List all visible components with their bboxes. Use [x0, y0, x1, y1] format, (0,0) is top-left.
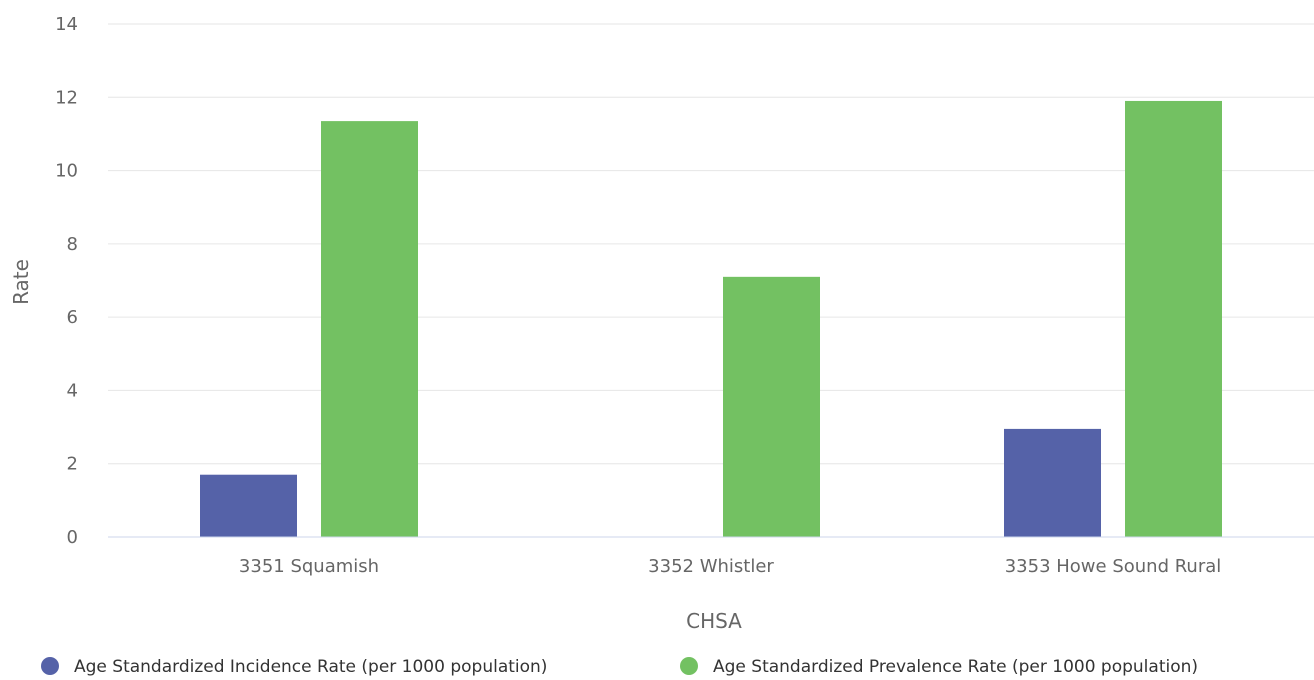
bar-prevalence-3[interactable]: [1125, 100, 1222, 537]
y-tick-label: 12: [55, 87, 78, 108]
x-tick-label: 3352 Whistler: [648, 556, 774, 577]
y-tick-label: 0: [67, 527, 78, 548]
legend-label: Age Standardized Prevalence Rate (per 10…: [713, 657, 1198, 677]
grid-lines: [108, 23, 1314, 465]
x-axis-title: CHSA: [686, 609, 742, 633]
y-tick-label: 4: [67, 380, 78, 401]
legend-marker: [41, 657, 59, 675]
legend-marker: [680, 657, 698, 675]
bars: [200, 100, 1222, 537]
y-tick-label: 2: [67, 454, 78, 475]
bar-prevalence-2[interactable]: [723, 276, 820, 537]
bar-prevalence-1[interactable]: [321, 121, 418, 537]
y-tick-label: 14: [55, 14, 78, 35]
x-tick-label: 3353 Howe Sound Rural: [1005, 556, 1222, 577]
y-tick-label: 8: [67, 234, 78, 255]
legend: Age Standardized Incidence Rate (per 100…: [41, 657, 1198, 677]
x-tick-label: 3351 Squamish: [239, 556, 379, 577]
legend-item-prevalence[interactable]: Age Standardized Prevalence Rate (per 10…: [680, 657, 1198, 677]
y-tick-label: 10: [55, 161, 78, 182]
legend-item-incidence[interactable]: Age Standardized Incidence Rate (per 100…: [41, 657, 547, 677]
y-axis-ticks: 0 2 4 6 8 10 12 14: [55, 14, 78, 548]
bar-incidence-1[interactable]: [200, 474, 297, 537]
bar-incidence-3[interactable]: [1004, 428, 1101, 537]
legend-label: Age Standardized Incidence Rate (per 100…: [74, 657, 547, 677]
y-tick-label: 6: [67, 307, 78, 328]
x-axis-ticks: 3351 Squamish 3352 Whistler 3353 Howe Soun…: [239, 556, 1221, 577]
y-axis-title: Rate: [9, 259, 33, 305]
